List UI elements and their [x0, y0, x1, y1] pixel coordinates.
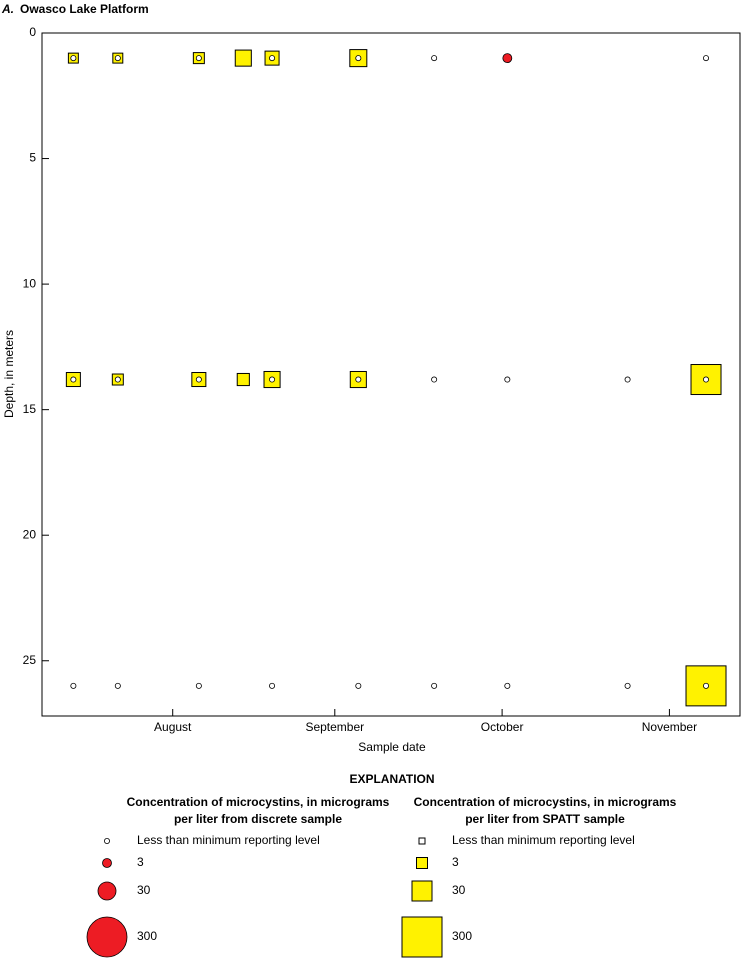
legend-title: EXPLANATION [349, 772, 434, 786]
circle-below-mrl [431, 376, 438, 383]
legend-label: 300 [137, 929, 157, 943]
circle-below-mrl [431, 55, 438, 62]
square-marker [401, 916, 443, 958]
circle-below-mrl [355, 55, 362, 62]
circle-below-mrl [504, 376, 511, 383]
circle-below-mrl [624, 682, 631, 689]
title-prefix: A. [1, 2, 14, 16]
y-tick-label: 5 [29, 151, 36, 165]
square-below-mrl [418, 837, 426, 845]
y-tick-label: 0 [29, 25, 36, 39]
circle-below-mrl [195, 682, 202, 689]
circle-marker [97, 881, 117, 901]
y-tick-label: 25 [23, 653, 37, 667]
legend-heading: per liter from discrete sample [174, 812, 342, 826]
circle-below-mrl [703, 55, 710, 62]
circle-below-mrl [431, 682, 438, 689]
circle-below-mrl [355, 376, 362, 383]
y-tick-label: 10 [23, 276, 37, 290]
legend-label: 3 [452, 855, 459, 869]
plot-frame [41, 32, 741, 717]
legend-label: Less than minimum reporting level [452, 833, 635, 847]
square-marker [416, 857, 428, 869]
legend-label: Less than minimum reporting level [137, 833, 320, 847]
legend-label: 300 [452, 929, 472, 943]
x-tick-label: October [481, 720, 524, 734]
legend-label: 30 [137, 883, 151, 897]
circle-below-mrl [504, 682, 511, 689]
circle-below-mrl [703, 376, 710, 383]
x-tick-label: November [642, 720, 697, 734]
circle-below-mrl [703, 682, 710, 689]
x-tick-label: September [305, 720, 364, 734]
circle-below-mrl [355, 682, 362, 689]
circle-below-mrl [70, 55, 77, 62]
legend-label: 3 [137, 855, 144, 869]
circle-marker [502, 53, 513, 64]
circle-below-mrl [114, 682, 121, 689]
x-tick-label: August [154, 720, 192, 734]
circle-below-mrl [195, 376, 202, 383]
square-marker [411, 880, 433, 902]
legend-label: 30 [452, 883, 466, 897]
legend-heading: Concentration of microcystins, in microg… [414, 795, 677, 809]
circle-below-mrl [195, 55, 202, 62]
legend-heading: per liter from SPATT sample [465, 812, 625, 826]
circle-below-mrl [269, 55, 276, 62]
circle-marker [86, 916, 128, 958]
circle-marker [102, 858, 112, 868]
square-marker [234, 49, 252, 67]
y-axis-label: Depth, in meters [2, 330, 16, 418]
circle-below-mrl [114, 376, 121, 383]
circle-below-mrl [269, 376, 276, 383]
x-axis-label: Sample date [358, 740, 426, 754]
circle-below-mrl [104, 838, 111, 845]
circle-below-mrl [70, 682, 77, 689]
square-marker [236, 372, 250, 387]
chart-title: Owasco Lake Platform [20, 2, 149, 16]
y-tick-label: 15 [23, 402, 37, 416]
circle-below-mrl [114, 55, 121, 62]
legend-heading: Concentration of microcystins, in microg… [127, 795, 390, 809]
circle-below-mrl [624, 376, 631, 383]
circle-below-mrl [70, 376, 77, 383]
y-tick-label: 20 [23, 527, 37, 541]
circle-below-mrl [269, 682, 276, 689]
